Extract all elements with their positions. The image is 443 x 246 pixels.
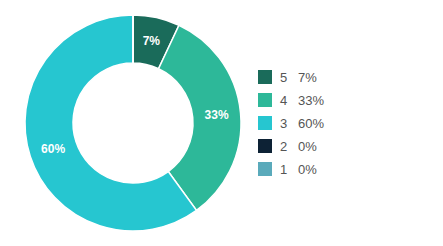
html-text:5 7%: 5 7% (280, 69, 317, 85)
svg-text:60%: 60% (41, 142, 65, 156)
html-text:3 60%: 3 60% (280, 115, 325, 131)
html-text:2 0%: 2 0% (280, 138, 317, 154)
svg-text:7%: 7% (143, 34, 161, 48)
html-text:1 0%: 1 0% (280, 161, 317, 177)
svg-text:33%: 33% (205, 108, 229, 122)
html-text:4 33%: 4 33% (280, 92, 325, 108)
